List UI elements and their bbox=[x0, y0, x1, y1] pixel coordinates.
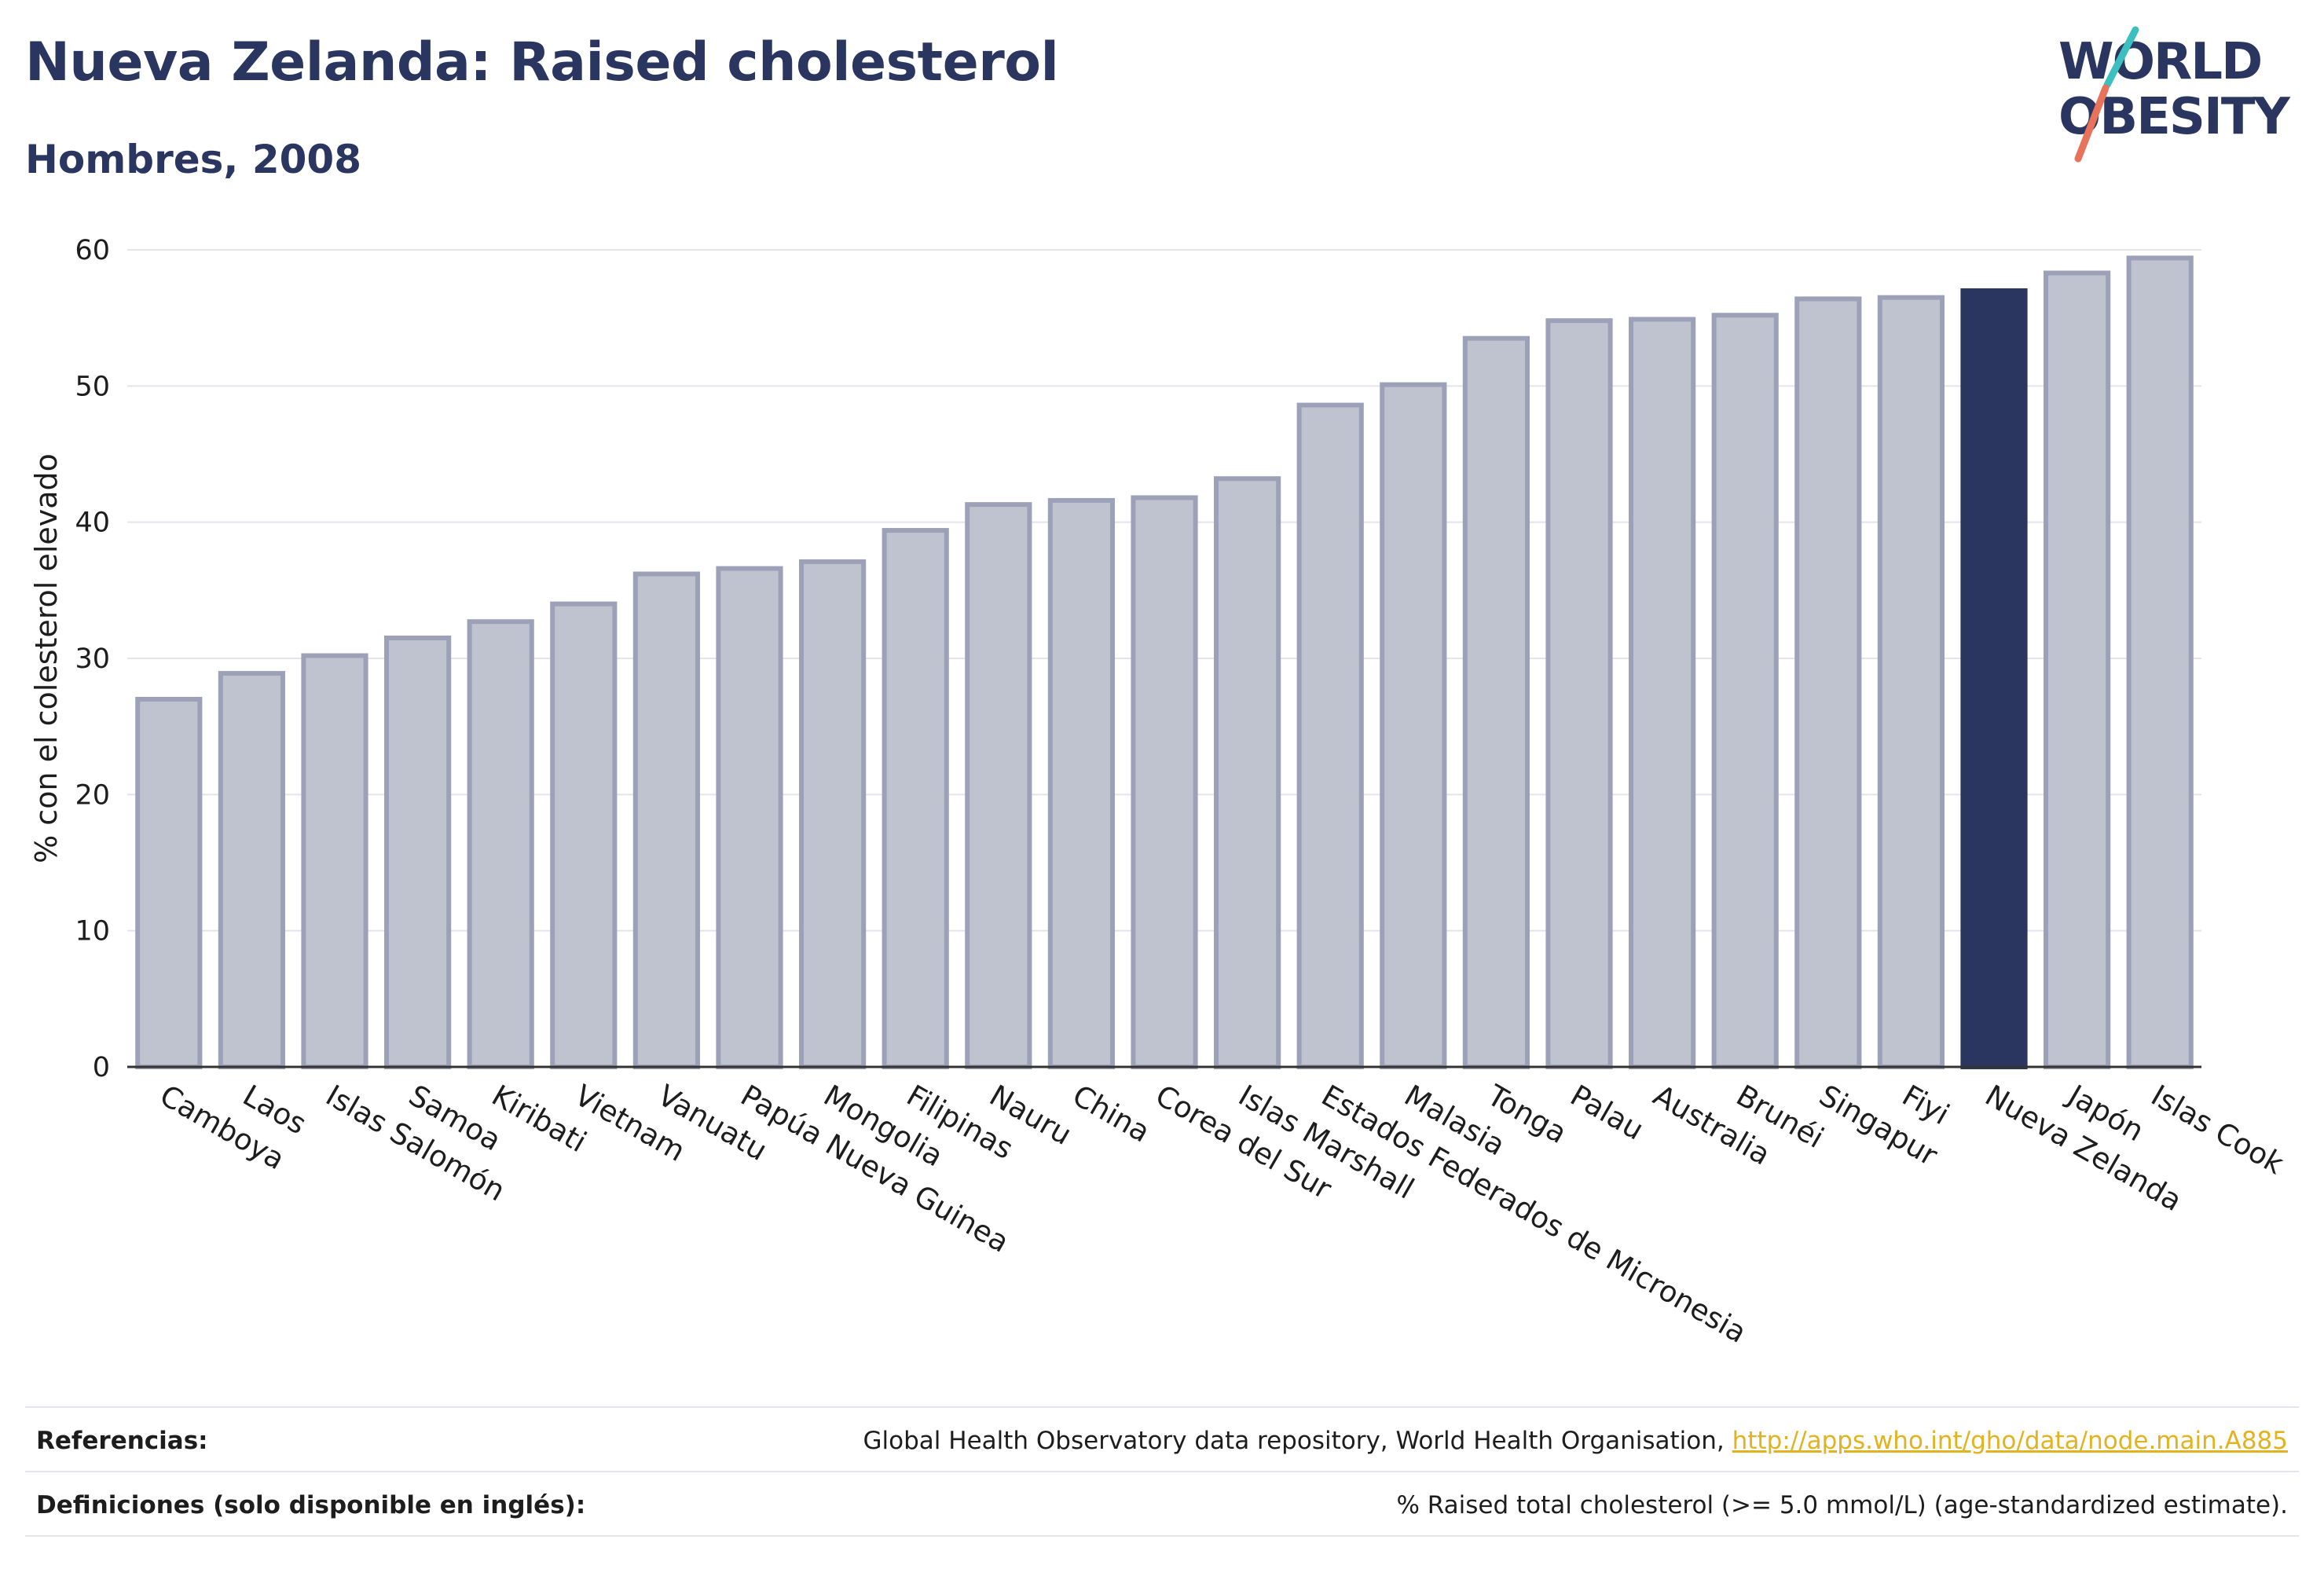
y-tick-label: 20 bbox=[75, 779, 110, 811]
bar-islas-marshall bbox=[1214, 476, 1281, 1069]
bar-palau bbox=[1545, 318, 1613, 1069]
references-text: Global Health Observatory data repositor… bbox=[863, 1427, 1732, 1455]
bar-china bbox=[1047, 497, 1116, 1069]
bar-malasia bbox=[1380, 382, 1447, 1070]
bars bbox=[135, 255, 2194, 1070]
logo-line1: WORLD bbox=[2058, 33, 2261, 91]
x-category-label: Kiribati bbox=[486, 1079, 592, 1160]
bar-vietnam bbox=[550, 601, 618, 1069]
references-label: Referencias: bbox=[36, 1427, 208, 1455]
x-category-label: China bbox=[1067, 1079, 1156, 1149]
bar-kiribati bbox=[467, 619, 534, 1069]
bar-islas-cook bbox=[2126, 255, 2194, 1069]
bar-japón bbox=[2044, 270, 2111, 1069]
references-value: Global Health Observatory data repositor… bbox=[863, 1427, 2288, 1455]
references-row: Referencias: Global Health Observatory d… bbox=[25, 1406, 2299, 1472]
bar-estados-federados-de-micronesia bbox=[1296, 402, 1364, 1069]
bar-mongolia bbox=[799, 559, 867, 1069]
page-subtitle: Hombres, 2008 bbox=[25, 137, 361, 182]
bar-samoa bbox=[384, 636, 452, 1069]
y-tick-labels: 0 10 20 30 40 50 60 bbox=[75, 235, 110, 1083]
y-tick-label: 40 bbox=[75, 508, 110, 539]
bar-filipinas bbox=[882, 528, 949, 1069]
footer-divider bbox=[25, 1535, 2299, 1537]
bar-nauru bbox=[965, 502, 1032, 1069]
y-tick-label: 0 bbox=[93, 1052, 110, 1083]
definitions-row: Definiciones (solo disponible en inglés)… bbox=[25, 1471, 2299, 1537]
y-axis-title: % con el colesterol elevado bbox=[29, 453, 64, 863]
definitions-text: % Raised total cholesterol (>= 5.0 mmol/… bbox=[1396, 1491, 2288, 1519]
x-category-label: Palau bbox=[1565, 1079, 1650, 1147]
bar-papúa-nueva-guinea bbox=[716, 566, 783, 1069]
bar-brunéi bbox=[1711, 313, 1779, 1069]
bar-nueva-zelanda bbox=[1960, 288, 2028, 1069]
bar-corea-del-sur bbox=[1131, 495, 1198, 1069]
logo-slash-top bbox=[2103, 26, 2139, 89]
world-obesity-logo: WORLD OBESITY bbox=[2058, 26, 2292, 163]
bar-islas-salomón bbox=[301, 653, 368, 1069]
page-title: Nueva Zelanda: Raised cholesterol bbox=[25, 31, 1059, 93]
bar-tonga bbox=[1462, 335, 1530, 1069]
bar-australia bbox=[1629, 317, 1696, 1069]
references-link[interactable]: http://apps.who.int/gho/data/node.main.A… bbox=[1732, 1427, 2288, 1455]
bar-singapur bbox=[1794, 296, 1862, 1069]
bar-vanuatu bbox=[632, 571, 700, 1069]
y-tick-label: 50 bbox=[75, 371, 110, 402]
bar-fiyi bbox=[1877, 295, 1945, 1069]
bar-camboya bbox=[135, 697, 203, 1069]
y-tick-label: 10 bbox=[75, 916, 110, 947]
logo-slash-bottom bbox=[2074, 84, 2110, 163]
y-tick-label: 30 bbox=[75, 643, 110, 675]
y-tick-label: 60 bbox=[75, 235, 110, 266]
x-category-label: Islas Cook bbox=[2146, 1079, 2290, 1182]
definitions-label: Definiciones (solo disponible en inglés)… bbox=[36, 1491, 586, 1519]
bar-laos bbox=[218, 671, 285, 1069]
